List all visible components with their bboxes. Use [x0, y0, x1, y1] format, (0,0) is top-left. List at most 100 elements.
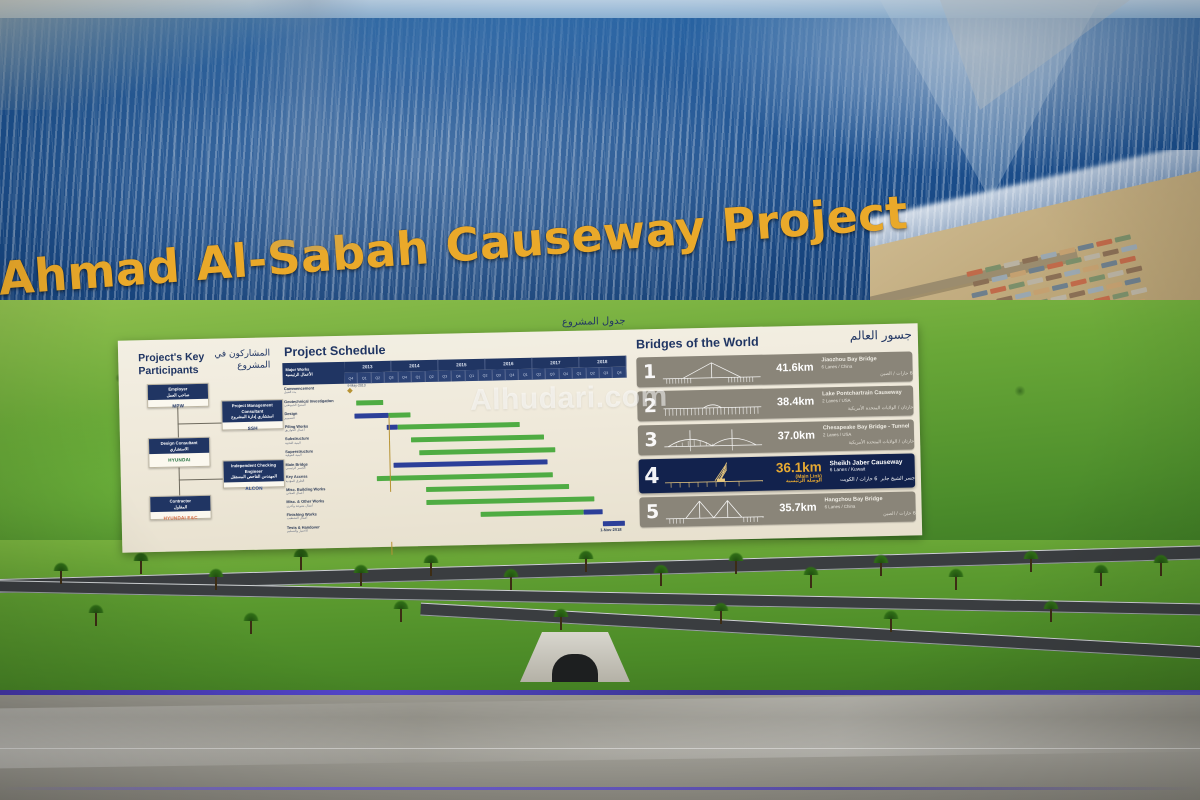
org-box-role: Independent Checking Engineer المهندس الف…: [223, 460, 284, 483]
gantt-bar-task: [388, 412, 411, 418]
palm-tree: [1043, 600, 1059, 622]
gantt-dependency-link: [391, 541, 393, 555]
container: [1009, 269, 1027, 279]
palm-tree: [1153, 554, 1169, 576]
palm-tree: [503, 568, 519, 590]
gantt-task-label-arabic: التصميم: [284, 415, 295, 420]
palm-tree: [53, 562, 69, 584]
org-box-role: Contractor المقاول: [150, 495, 211, 513]
container: [972, 278, 990, 287]
container: [1065, 256, 1082, 266]
bridge-name-arabic: 6 حارات / الصين: [880, 371, 913, 377]
org-box-ssh[interactable]: Project Management Consultant استشاري إدا…: [221, 399, 284, 431]
gantt-bar-critical: [354, 412, 389, 419]
bridge-name-arabic: جسر الشيخ جابر 6 حارات / الكويت: [840, 475, 916, 484]
project-info-panel: Project's Key Participants المشاركون في …: [117, 316, 923, 555]
bridge-row[interactable]: 2 38.4km Lake Pontchartrain Causeway 2 Lane…: [637, 385, 914, 422]
bridge-silhouette-icon: [663, 391, 762, 419]
gantt-quarter-cell: Q2: [425, 370, 439, 383]
palm-tree: [243, 612, 259, 634]
org-box-hyundai-e-c[interactable]: Contractor المقاول HYUNDAI E&C: [149, 494, 212, 521]
bridge-silhouette-icon: [665, 497, 764, 525]
org-box-hyundai[interactable]: Design Consultant الاستشاري HYUNDAI: [147, 436, 211, 469]
palm-tree: [88, 604, 104, 626]
palm-tree: [578, 550, 594, 572]
org-box-mpw[interactable]: Employer صاحب العمل MPW: [146, 382, 210, 409]
container: [1028, 265, 1045, 274]
org-box-logo: ALCON: [245, 485, 263, 492]
container: [1070, 278, 1087, 287]
container: [1130, 286, 1148, 296]
gantt-corner-label-ar: الأعمال الرئيسية: [285, 371, 313, 378]
container: [1051, 282, 1069, 292]
gantt-task-label: Main Bridge الجسر الرئيسي: [285, 461, 343, 470]
container: [1088, 274, 1106, 283]
bridge-length-sublabel-arabic: الوصلة الرئيسية: [785, 478, 823, 485]
bridge-length: 35.7km: [779, 501, 817, 515]
palm-tree: [1023, 550, 1039, 572]
gantt-quarter-cell: Q4: [612, 366, 627, 378]
container: [1068, 289, 1086, 299]
bridge-row[interactable]: 1 41.6km Jiaozhou Bay Bridge 6 Lanes / Chin…: [636, 351, 913, 388]
gantt-bar-task: [355, 400, 384, 406]
bridge-row-highlighted[interactable]: 4 36.1km (Main Link) الوصلة الرئيسية Sheikh …: [638, 453, 916, 494]
project-schedule-section: Project Schedule جدول المشروع Major Work…: [278, 316, 635, 555]
gantt-quarter-cell: Q3: [492, 369, 506, 381]
container: [1082, 264, 1100, 273]
bridge-rank: 5: [645, 500, 660, 524]
gantt-task-label: Misc. & Other Works أعمال متنوعة وأخرى: [286, 499, 344, 508]
bridge-lanes: 6 Lanes / China: [821, 363, 853, 370]
bridge-length: 38.4km: [776, 395, 815, 409]
gantt-quarter-cell: Q3: [599, 366, 614, 379]
gantt-task-label-arabic: بدء العمل: [283, 390, 297, 395]
container: [1124, 277, 1142, 286]
bridge-lanes: 2 Lanes / USA: [822, 397, 851, 404]
bridge-row[interactable]: 5 35.7km Hangzhou Bay Bridge 6 Lanes / Chin…: [639, 491, 916, 528]
container: [1100, 259, 1118, 269]
bridge-name-arabic: حارتان / الولايات المتحدة الأمريكية: [848, 439, 915, 446]
gantt-task-label-arabic: أعمال التشطيب: [286, 516, 308, 521]
bridge-length: 41.6km: [776, 361, 814, 375]
bridge-meta: Jiaozhou Bay Bridge 6 Lanes / China 6 حارا…: [816, 355, 912, 379]
gantt-task-label-arabic: أعمال المباني: [286, 491, 304, 496]
palm-tree: [393, 600, 409, 622]
org-box-alcon[interactable]: Independent Checking Engineer المهندس الف…: [222, 459, 286, 491]
gantt-task-label: Finishing Works أعمال التشطيب: [286, 511, 345, 521]
key-participants-section: Project's Key Participants المشاركون في …: [124, 337, 286, 552]
bridges-ranking-list: 1 41.6km Jiaozhou Bay Bridge 6 Lanes / Chin…: [636, 351, 916, 531]
container: [1063, 268, 1081, 277]
gantt-task-label-arabic: البنية الفوقية: [285, 453, 302, 458]
gantt-rows: Commencement بدء العمل Geotechnical Invest…: [283, 380, 630, 555]
palm-trees: [0, 540, 1200, 700]
gantt-quarter-cell: Q2: [478, 369, 493, 381]
palm-tree: [803, 566, 819, 588]
gantt-quarter-cell: Q1: [357, 372, 372, 384]
bridge-silhouette-icon: [662, 357, 761, 385]
gantt-quarter-cell: Q3: [438, 370, 453, 382]
gantt-task-label: Substructure البنية التحتية: [285, 436, 343, 445]
container: [1112, 291, 1129, 300]
gantt-chart: Major Works الأعمال الرئيسية 2013 2014 201…: [282, 355, 630, 555]
gantt-task-label: Superstructure البنية الفوقية: [285, 449, 343, 458]
gantt-bar-critical: [583, 508, 603, 515]
gantt-quarter-cell: Q3: [545, 368, 560, 380]
bridge-rank: 4: [643, 463, 660, 489]
bridge-length: 36.1km (Main Link) الوصلة الرئيسية: [763, 459, 826, 486]
org-box-logo: MPW: [172, 403, 185, 409]
container: [1107, 269, 1124, 279]
gantt-task-label-arabic: المسح الجيوتقني: [284, 402, 306, 408]
gantt-quarter-cell: Q2: [586, 367, 600, 379]
org-box-logo: SSH: [247, 425, 258, 431]
palm-tree: [423, 554, 439, 576]
container: [1083, 252, 1101, 262]
org-box-logo: HYUNDAI: [168, 457, 191, 464]
bridge-rank: 1: [642, 361, 657, 384]
container: [1026, 277, 1044, 286]
org-box-logo: HYUNDAI E&C: [163, 515, 198, 522]
gantt-quarter-cell: Q2: [371, 371, 386, 384]
gantt-quarter-cell: Q3: [384, 371, 399, 383]
container: [1014, 291, 1032, 300]
bridge-row[interactable]: 3 37.0km Chesapeake Bay Bridge - Tunnel 2 L…: [637, 419, 915, 456]
gantt-quarter-cell: Q4: [398, 371, 412, 383]
palm-tree: [208, 568, 224, 590]
